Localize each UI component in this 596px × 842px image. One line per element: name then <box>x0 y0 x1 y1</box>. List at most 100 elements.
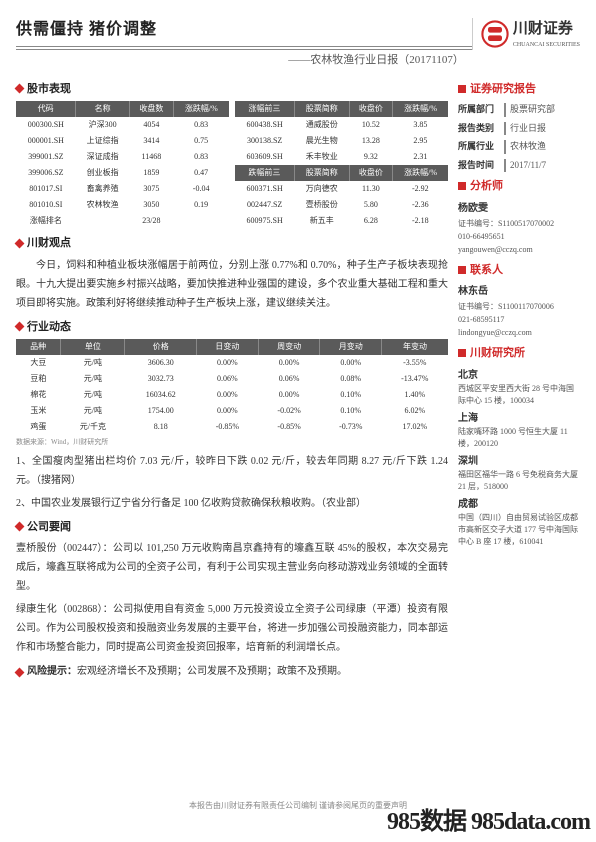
sidebar-institute-head: 川财研究所 <box>458 345 580 362</box>
side-row: 所属行业农林牧渔 <box>458 140 580 154</box>
sidebar-contact-head: 联系人 <box>458 262 580 279</box>
industry-news-1: 1、全国瘦肉型猪出栏均价 7.03 元/斤，较昨日下跌 0.02 元/斤，较去年… <box>16 452 448 490</box>
table-row: 棉花元/吨16034.620.00%0.00%0.10%1.40% <box>16 387 448 403</box>
th: 股票简称 <box>294 101 349 117</box>
company-news-1: 壹桥股份（002447）：公司以 101,250 万元收购南昌京鑫持有的壕鑫互联… <box>16 539 448 596</box>
th: 名称 <box>76 101 130 117</box>
subtitle: ——农林牧渔行业日报（20171107） <box>16 52 464 69</box>
diamond-icon <box>15 238 25 248</box>
sidebar-title: 川财研究所 <box>470 345 525 362</box>
side-row: 报告时间2017/11/7 <box>458 159 580 173</box>
contact-phone: 021-68595117 <box>458 314 580 326</box>
contact-cert: 证书编号：S1100117070006 <box>458 301 580 313</box>
sidebar-title: 联系人 <box>470 262 503 279</box>
square-icon <box>458 266 466 274</box>
analyst-name: 杨欧雯 <box>458 201 580 216</box>
section-title: 川财观点 <box>27 235 71 252</box>
table-row: 玉米元/吨1754.000.00%-0.02%0.10%6.02% <box>16 403 448 419</box>
diamond-icon <box>15 667 25 677</box>
analyst-phone: 010-66495651 <box>458 231 580 243</box>
analyst-email: yangouwen@cczq.com <box>458 244 580 256</box>
risk-text: 宏观经济增长不及预期；公司发展不及预期；政策不及预期。 <box>77 666 347 677</box>
table-row: 600371.SH万向德农11.30-2.92 <box>235 181 448 197</box>
th: 涨幅前三 <box>235 101 294 117</box>
table-row: 603609.SH禾丰牧业9.322.31 <box>235 149 448 165</box>
th: 价格 <box>125 339 197 355</box>
analyst-cert: 证书编号：S1100517070002 <box>458 218 580 230</box>
logo-block: 川财证券 CHUANCAI SECURITIES <box>472 18 580 50</box>
industry-table: 品种 单位 价格 日变动 周变动 月变动 年变动 大豆元/吨3606.300.0… <box>16 339 448 435</box>
th: 跌幅前三 <box>235 165 294 181</box>
diamond-icon <box>15 322 25 332</box>
square-icon <box>458 182 466 190</box>
section-industry: 行业动态 <box>16 319 448 336</box>
th: 代码 <box>16 101 76 117</box>
location-addr: 中国（四川）自由贸易试验区成都市高新区交子大道 177 号中海国际中心 B 座 … <box>458 512 580 548</box>
section-company: 公司要闻 <box>16 519 448 536</box>
stock-table-left: 代码 名称 收盘数 涨跌幅/% 000300.SH沪深30040540.83 0… <box>16 101 229 229</box>
table-row: 399001.SZ深证成指114680.83 <box>16 149 229 165</box>
table-row: 300138.SZ晨光生物13.282.95 <box>235 133 448 149</box>
section-risk: 风险提示：宏观经济增长不及预期；公司发展不及预期；政策不及预期。 <box>16 663 448 681</box>
location-city: 北京 <box>458 368 580 383</box>
logo-en: CHUANCAI SECURITIES <box>513 41 580 50</box>
table-row: 399006.SZ创业板指18590.47 <box>16 165 229 181</box>
table-row: 600975.SH新五丰6.28-2.18 <box>235 213 448 229</box>
square-icon <box>458 85 466 93</box>
table-row: 000001.SH上证综指34140.75 <box>16 133 229 149</box>
location-addr: 陆家嘴环路 1000 号恒生大厦 11 楼，200120 <box>458 426 580 450</box>
location-addr: 福田区福华一路 6 号免税商务大厦 21 层，518000 <box>458 469 580 493</box>
th: 涨跌幅/% <box>393 101 448 117</box>
contact-name: 林东岳 <box>458 284 580 299</box>
th: 品种 <box>16 339 61 355</box>
table-row: 600438.SH通威股份10.523.85 <box>235 117 448 133</box>
location-addr: 西城区平安里西大街 28 号中海国际中心 15 楼，100034 <box>458 383 580 407</box>
th: 日变动 <box>197 339 259 355</box>
square-icon <box>458 349 466 357</box>
diamond-icon <box>15 84 25 94</box>
stock-table-right: 涨幅前三 股票简称 收盘价 涨跌幅/% 600438.SH通威股份10.523.… <box>235 101 448 229</box>
table-row: 涨幅排名23/28 <box>16 213 229 229</box>
diamond-icon <box>15 522 25 532</box>
table-row: 801017.SI畜禽养殖3075-0.04 <box>16 181 229 197</box>
data-source-note: 数据来源：Wind，川财研究所 <box>16 437 448 448</box>
industry-news-2: 2、中国农业发展银行辽宁省分行备足 100 亿收购贷款确保秋粮收购。（农业部） <box>16 494 448 513</box>
table-row: 豆粕元/吨3032.730.06%0.06%0.08%-13.47% <box>16 371 448 387</box>
logo-name: 川财证券 <box>513 18 580 41</box>
section-title: 公司要闻 <box>27 519 71 536</box>
section-title: 行业动态 <box>27 319 71 336</box>
risk-label: 风险提示： <box>27 666 77 677</box>
sidebar-title: 证券研究报告 <box>470 81 536 98</box>
page-title: 供需僵持 猪价调整 <box>16 18 472 42</box>
watermark: 985数据 985data.com <box>387 804 590 840</box>
viewpoint-text: 今日，饲料和种植业板块涨幅居于前两位，分别上涨 0.77%和 0.70%，种子生… <box>16 256 448 313</box>
th: 涨跌幅/% <box>173 101 229 117</box>
th: 单位 <box>61 339 125 355</box>
th: 周变动 <box>258 339 320 355</box>
sidebar-title: 分析师 <box>470 178 503 195</box>
th: 月变动 <box>320 339 382 355</box>
location-city: 上海 <box>458 411 580 426</box>
divider <box>16 49 472 50</box>
contact-email: lindongyue@cczq.com <box>458 327 580 339</box>
location-city: 深圳 <box>458 454 580 469</box>
th: 收盘价 <box>349 165 393 181</box>
section-stock: 股市表现 <box>16 81 448 98</box>
th: 收盘数 <box>129 101 173 117</box>
table-row: 大豆元/吨3606.300.00%0.00%0.00%-3.55% <box>16 355 448 371</box>
company-logo-icon <box>481 20 509 48</box>
th: 涨跌幅/% <box>393 165 448 181</box>
side-row: 所属部门股票研究部 <box>458 103 580 117</box>
section-viewpoint: 川财观点 <box>16 235 448 252</box>
company-news-2: 绿康生化（002868）：公司拟使用自有资金 5,000 万元投资设立全资子公司… <box>16 600 448 657</box>
table-row: 000300.SH沪深30040540.83 <box>16 117 229 133</box>
table-row: 002447.SZ壹桥股份5.80-2.36 <box>235 197 448 213</box>
th: 股票简称 <box>294 165 349 181</box>
section-title: 股市表现 <box>27 81 71 98</box>
divider <box>16 46 472 47</box>
sidebar-analyst-head: 分析师 <box>458 178 580 195</box>
th: 年变动 <box>382 339 448 355</box>
th: 收盘价 <box>349 101 393 117</box>
table-row: 鸡蛋元/千克8.18-0.85%-0.85%-0.73%17.02% <box>16 419 448 435</box>
location-city: 成都 <box>458 497 580 512</box>
